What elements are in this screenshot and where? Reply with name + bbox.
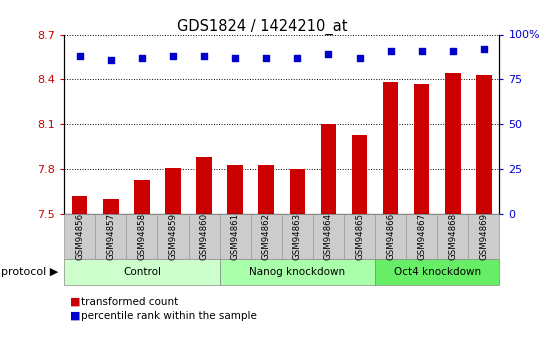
Bar [165, 168, 181, 214]
Bar [352, 135, 367, 214]
Point [479, 46, 488, 52]
Bar [103, 199, 119, 214]
Bar [196, 157, 212, 214]
Point [448, 48, 457, 53]
Bar [321, 124, 336, 214]
Point [386, 48, 395, 53]
Text: GSM94868: GSM94868 [448, 213, 457, 260]
Point [262, 55, 271, 61]
Point [107, 57, 116, 62]
Text: GSM94867: GSM94867 [417, 213, 426, 260]
Text: ■: ■ [70, 297, 80, 307]
Text: GSM94858: GSM94858 [137, 213, 146, 260]
Text: Control: Control [123, 267, 161, 277]
Bar [134, 179, 150, 214]
Text: GSM94861: GSM94861 [230, 213, 239, 260]
Point [293, 55, 302, 61]
Point [200, 53, 209, 59]
Text: GSM94862: GSM94862 [262, 213, 271, 260]
Bar [383, 82, 398, 214]
Text: GSM94859: GSM94859 [169, 213, 177, 260]
Text: Nanog knockdown: Nanog knockdown [249, 267, 345, 277]
Bar [290, 169, 305, 214]
Text: GSM94869: GSM94869 [479, 213, 488, 260]
Text: GSM94865: GSM94865 [355, 213, 364, 260]
Text: GSM94856: GSM94856 [75, 213, 84, 260]
Text: GSM94864: GSM94864 [324, 213, 333, 260]
Bar [228, 165, 243, 214]
Point [417, 48, 426, 53]
Text: protocol ▶: protocol ▶ [1, 267, 59, 277]
Point [75, 53, 84, 59]
Text: Oct4 knockdown: Oct4 knockdown [394, 267, 481, 277]
Bar [72, 196, 88, 214]
Point [324, 51, 333, 57]
Text: percentile rank within the sample: percentile rank within the sample [81, 311, 257, 321]
Bar [445, 73, 460, 214]
Point [169, 53, 177, 59]
Text: ■: ■ [70, 311, 80, 321]
Bar [476, 75, 492, 214]
Bar [258, 165, 274, 214]
Point [137, 55, 146, 61]
Text: GDS1824 / 1424210_at: GDS1824 / 1424210_at [177, 19, 348, 35]
Point [230, 55, 239, 61]
Point [355, 55, 364, 61]
Text: transformed count: transformed count [81, 297, 178, 307]
Text: GSM94863: GSM94863 [293, 213, 302, 260]
Text: GSM94857: GSM94857 [107, 213, 116, 260]
Text: GSM94860: GSM94860 [200, 213, 209, 260]
Text: GSM94866: GSM94866 [386, 213, 395, 260]
Bar [414, 84, 430, 214]
